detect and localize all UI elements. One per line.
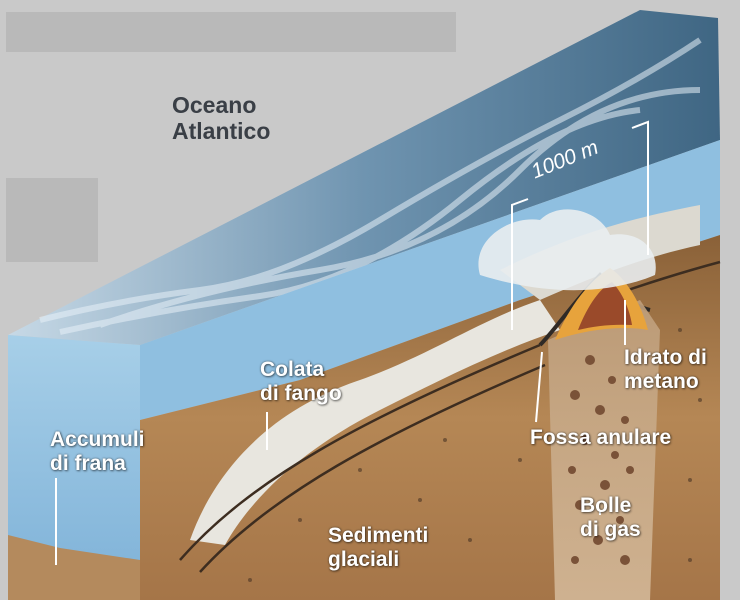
label-bubbles-line2: di gas [580, 518, 641, 541]
label-mudflow-line2: di fango [260, 382, 342, 405]
label-bubbles-line1: Bolle [580, 494, 632, 517]
blank-block-left [6, 178, 98, 262]
gas-chimney [548, 300, 660, 600]
label-mudflow-line1: Colata [260, 358, 325, 381]
label-sediments: Sedimenti glaciali [328, 524, 428, 572]
mudflow-deposit [190, 300, 560, 545]
wave-texture [39, 37, 702, 335]
label-hydrate-line2: metano [624, 370, 699, 393]
label-pit: Fossa anulare [530, 426, 671, 450]
label-landslide-line1: Accumuli [50, 428, 145, 451]
blank-block-top [6, 12, 456, 52]
label-ocean: Oceano Atlantico [172, 92, 270, 144]
sediment-speckles [248, 328, 702, 582]
label-hydrate-line1: Idrato di [624, 346, 707, 369]
sea-surface [8, 10, 720, 345]
label-ocean-line2: Atlantico [172, 118, 271, 144]
water-front-face [8, 335, 140, 590]
label-hydrate: Idrato di metano [624, 346, 707, 394]
label-sediments-line1: Sedimenti [328, 524, 429, 547]
hydrate-core [578, 282, 632, 330]
landslide-slope [8, 535, 140, 600]
label-sediments-line2: glaciali [328, 548, 400, 571]
leader-lines [55, 300, 626, 565]
label-landslide-line2: di frana [50, 452, 126, 475]
label-bubbles: Bolle di gas [580, 494, 641, 542]
label-ocean-line1: Oceano [172, 92, 257, 118]
label-pit-line1: Fossa anulare [530, 426, 672, 449]
scale-bracket [511, 120, 649, 330]
label-mudflow: Colata di fango [260, 358, 342, 406]
gas-bubbles [568, 355, 634, 565]
gas-plume [478, 209, 656, 291]
label-landslide: Accumuli di frana [50, 428, 145, 476]
